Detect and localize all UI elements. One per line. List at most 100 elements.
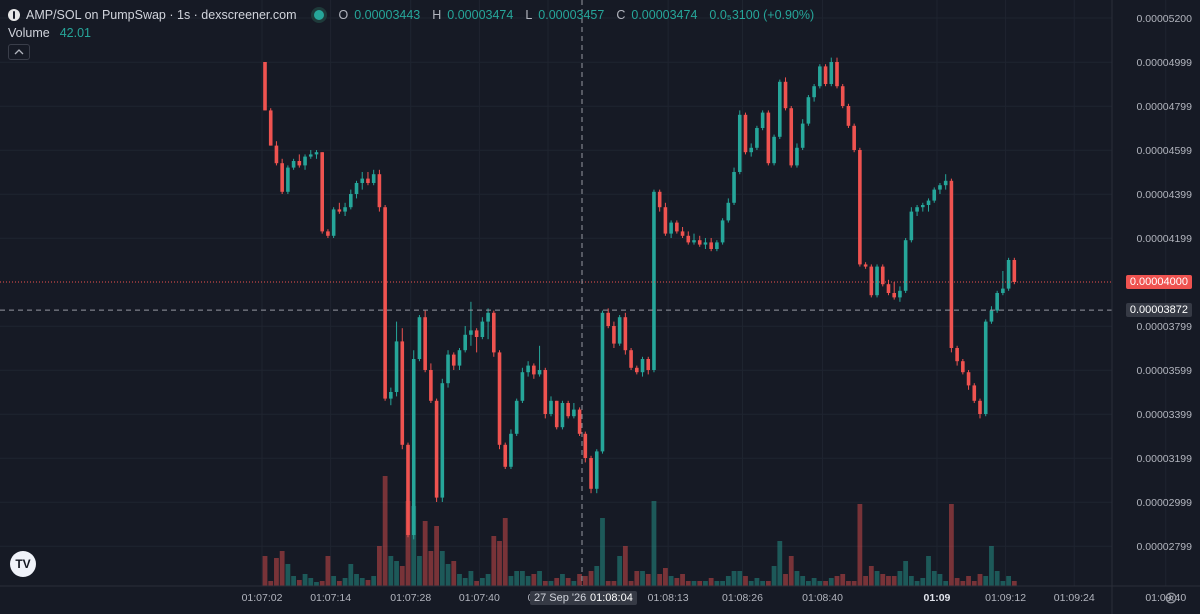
volume-bar: [760, 581, 766, 586]
time-tick-label: 01:08:13: [648, 592, 689, 604]
volume-bar: [445, 564, 451, 586]
volume-bar: [497, 541, 502, 586]
volume-bar: [359, 578, 365, 586]
volume-bar: [680, 574, 685, 586]
open-key: O: [338, 8, 349, 22]
chart-grid: [0, 0, 1167, 586]
candle-body: [686, 235, 691, 243]
candle-body: [406, 444, 410, 535]
volume-bar: [834, 576, 840, 586]
candle-body: [1001, 288, 1005, 293]
candle-body: [331, 209, 336, 236]
gear-icon[interactable]: [1164, 591, 1178, 605]
volume-bar: [823, 581, 828, 586]
info-icon[interactable]: [8, 9, 20, 21]
candle-body: [646, 359, 651, 370]
volume-bar: [354, 574, 359, 586]
candle-body: [594, 451, 599, 489]
volume-bar: [594, 566, 600, 586]
candle-body: [846, 106, 851, 126]
crosshair-time-label: 01:08:04: [586, 591, 637, 605]
volume-bar: [748, 581, 754, 586]
volume-bar: [765, 581, 771, 586]
tradingview-logo-icon[interactable]: TV: [10, 551, 36, 577]
candle-body: [903, 240, 908, 291]
candle-body: [514, 400, 519, 434]
candle-body: [320, 152, 324, 232]
price-axis[interactable]: 0.00005200 0.00004999 0.00004799 0.00004599…: [1111, 0, 1193, 614]
symbol-title[interactable]: AMP/SOL on PumpSwap · 1s · dexscreener.c…: [26, 8, 297, 22]
crosshair-price-label: 0.00003872: [1125, 303, 1192, 318]
candle-body: [800, 123, 805, 148]
candle-body: [297, 161, 302, 166]
candle-body: [766, 112, 771, 164]
candle-body: [486, 312, 490, 322]
candle-body: [749, 147, 753, 153]
candle-body: [966, 372, 971, 386]
price-tick-label: 0.00003399: [1137, 409, 1193, 421]
volume-bars: [262, 476, 1017, 586]
candle-body: [314, 152, 319, 155]
collapse-legend-button[interactable]: [8, 44, 30, 60]
candle-body: [675, 222, 679, 232]
candle-body: [280, 163, 284, 192]
candle-body: [720, 220, 725, 243]
volume-bar: [582, 576, 588, 586]
candle-body: [663, 207, 668, 234]
volume-bar: [737, 571, 743, 586]
high-key: H: [432, 8, 442, 22]
volume-bar: [777, 541, 783, 586]
candle-body: [829, 62, 834, 84]
volume-bar: [348, 564, 354, 586]
candle-body: [497, 352, 502, 445]
volume-bar: [800, 576, 806, 586]
volume-bar: [514, 571, 520, 586]
volume-bar: [611, 581, 617, 586]
candle-body: [354, 183, 359, 194]
time-tick-label: 01:08:26: [722, 592, 763, 604]
volume-bar: [342, 578, 348, 586]
price-tick-label: 0.00004999: [1137, 57, 1193, 69]
volume-bar: [531, 574, 537, 586]
candle-body: [572, 409, 576, 417]
candle-body: [612, 326, 616, 344]
candle-body: [417, 317, 422, 359]
candle-body: [263, 62, 267, 111]
volume-bar: [537, 571, 542, 586]
candle-body: [291, 161, 296, 168]
volume-bar: [474, 581, 480, 586]
volume-bar: [846, 581, 851, 586]
candle-body: [537, 370, 542, 375]
volume-bar: [296, 580, 302, 586]
candle-body: [411, 359, 416, 535]
volume-label: Volume: [8, 26, 50, 40]
candle-body: [308, 154, 313, 157]
candle-body: [652, 191, 656, 370]
candle-body: [898, 290, 902, 298]
volume-bar: [783, 574, 788, 586]
open-value: 0.00003443: [354, 8, 421, 22]
time-tick-label: 01:07:14: [310, 592, 351, 604]
candle-body: [709, 242, 713, 249]
volume-bar: [1011, 581, 1017, 586]
candle-body: [732, 172, 736, 203]
volume-bar: [645, 574, 651, 586]
candle-body: [303, 156, 307, 166]
price-tick-label: 0.00005200: [1137, 13, 1193, 25]
volume-bar: [314, 582, 319, 586]
candle-body: [440, 383, 445, 498]
volume-bar: [640, 571, 645, 586]
volume-bar: [954, 578, 960, 586]
candle-body: [434, 400, 439, 498]
candle-body: [983, 321, 988, 414]
candle-body: [629, 350, 633, 368]
volume-bar: [371, 576, 377, 586]
candle-body: [400, 341, 405, 445]
candle-body: [640, 359, 645, 373]
volume-bar: [411, 506, 417, 586]
candle-body: [858, 150, 862, 265]
volume-bar: [634, 571, 640, 586]
price-tick-label: 0.00003799: [1137, 321, 1193, 333]
candle-body: [657, 191, 662, 208]
